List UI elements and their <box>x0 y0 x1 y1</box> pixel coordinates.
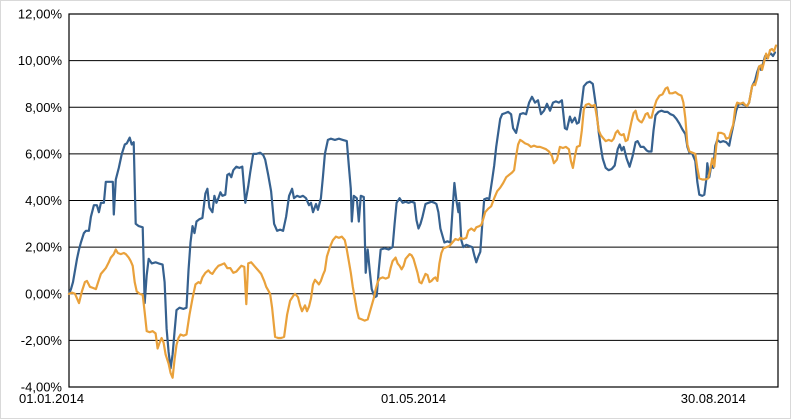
y-tick-label: 2,00% <box>25 240 62 255</box>
series-orange <box>67 44 778 379</box>
y-tick-label: -2,00% <box>21 333 63 348</box>
y-tick-label: 4,00% <box>25 193 62 208</box>
y-tick-label: 0,00% <box>25 286 62 301</box>
plot-border <box>68 13 779 388</box>
x-tick-label: 01.05.2014 <box>381 391 446 406</box>
x-tick-label: 30.08.2014 <box>681 391 746 406</box>
x-tick-label: 01.01.2014 <box>19 391 84 406</box>
y-tick-label: -4,00% <box>21 380 63 395</box>
series-blue <box>67 51 777 370</box>
y-tick-label: 8,00% <box>25 100 62 115</box>
series-lines <box>67 44 778 379</box>
y-axis-tick-labels: 12,00% 10,00% 8,00% 6,00% 4,00% 2,00% 0,00% -2,… <box>18 7 63 395</box>
x-axis-tick-labels: 01.01.2014 01.05.2014 30.08.2014 <box>19 391 746 406</box>
y-tick-label: 10,00% <box>18 53 63 68</box>
y-tick-label: 6,00% <box>25 146 62 161</box>
y-tick-label: 12,00% <box>18 7 63 22</box>
